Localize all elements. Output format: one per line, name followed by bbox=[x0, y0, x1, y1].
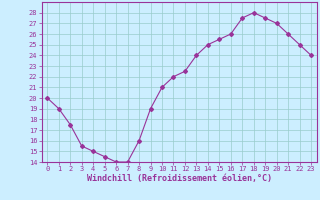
X-axis label: Windchill (Refroidissement éolien,°C): Windchill (Refroidissement éolien,°C) bbox=[87, 174, 272, 183]
